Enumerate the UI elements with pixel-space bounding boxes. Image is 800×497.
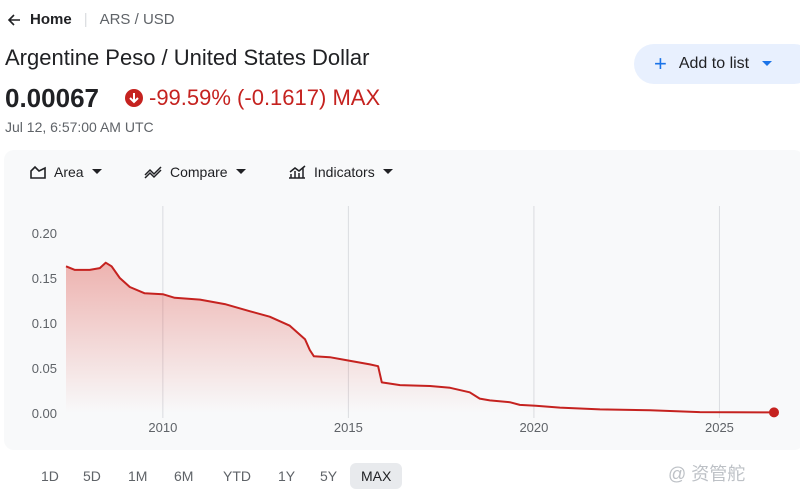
caret	[235, 169, 246, 174]
down-icon	[125, 89, 143, 107]
tool-label: Area	[54, 164, 84, 180]
indicators-icon	[289, 165, 306, 179]
y-tick-label: 0.00	[32, 406, 57, 421]
last-point	[769, 407, 779, 418]
range-button[interactable]: MAX	[350, 463, 403, 489]
y-tick-label: 0.15	[32, 271, 57, 286]
x-tick-label: 2015	[334, 420, 363, 435]
add-label: Add to list	[678, 55, 750, 72]
y-tick-label: 0.10	[32, 316, 57, 331]
plus-icon: +	[654, 51, 667, 76]
add-to-list[interactable]: + Add to list	[634, 44, 800, 84]
compare-button[interactable]: Compare	[144, 164, 246, 180]
change: -99.59% (-0.1617)	[149, 85, 327, 110]
caret	[91, 169, 102, 174]
area-fill	[66, 262, 774, 413]
range-button[interactable]: 1Y	[278, 468, 296, 484]
area-button[interactable]: Area	[30, 164, 102, 180]
range-button[interactable]: 1D	[41, 468, 59, 484]
price-line	[65, 261, 775, 414]
change-period: MAX	[332, 85, 381, 110]
home-link[interactable]: Home	[30, 11, 72, 28]
caret	[382, 169, 393, 174]
range-button[interactable]: 1M	[128, 468, 148, 484]
y-tick-label: 0.05	[32, 361, 57, 376]
x-tick-label: 2020	[519, 420, 548, 435]
breadcrumb: Home | ARS / USD	[6, 11, 175, 28]
divider: |	[83, 11, 88, 28]
range-button[interactable]: YTD	[223, 468, 251, 484]
price: 0.00067	[5, 83, 99, 113]
chart: 2010 2015 2020 2025 0.00 0.05 0.10 0.15 0.20	[32, 206, 779, 435]
x-tick-label: 2010	[148, 420, 177, 435]
range-button[interactable]: 5Y	[320, 468, 338, 484]
indicators-button[interactable]: Indicators	[288, 164, 393, 180]
watermark: @ 资管舵	[668, 464, 746, 484]
range-button[interactable]: 5D	[83, 468, 101, 484]
x-tick-label: 2025	[705, 420, 734, 435]
tool-label: Indicators	[314, 164, 375, 180]
back-arrow[interactable]	[6, 12, 22, 28]
timestamp: Jul 12, 6:57:00 AM UTC	[5, 119, 154, 135]
title: Argentine Peso / United States Dollar	[5, 45, 370, 70]
range-button[interactable]: 6M	[174, 468, 194, 484]
area-icon	[30, 165, 46, 179]
change-line: -99.59% (-0.1617) MAX	[149, 85, 380, 111]
compare-icon	[144, 166, 162, 179]
tool-label: Compare	[170, 164, 228, 180]
pair: ARS / USD	[99, 11, 175, 28]
y-tick-label: 0.20	[32, 226, 57, 241]
dropdown-icon	[762, 61, 773, 66]
